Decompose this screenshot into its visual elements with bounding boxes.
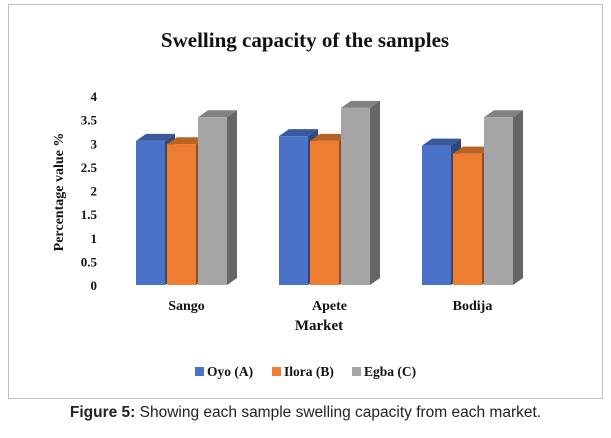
bar-top: [484, 110, 523, 118]
y-tick-label: 2: [91, 184, 98, 199]
y-tick-label: 3.5: [81, 113, 98, 128]
x-tick-label: Apete: [312, 299, 347, 314]
bar-front: [422, 145, 451, 285]
bar-top: [167, 137, 206, 145]
bar-front: [341, 107, 370, 285]
y-tick-label: 0.5: [81, 254, 98, 269]
bar-front: [198, 117, 227, 285]
bar-front: [453, 153, 482, 285]
bar: [484, 110, 523, 285]
bar-top: [310, 133, 349, 141]
bar-side: [513, 110, 523, 285]
chart-title: Swelling capacity of the samples: [161, 28, 449, 52]
legend-item: Oyo (A): [195, 364, 253, 379]
bar-side: [370, 100, 380, 285]
bar-side: [227, 110, 237, 285]
caption-label: Figure 5:: [69, 404, 136, 421]
legend-swatch: [352, 367, 361, 376]
bar-front: [136, 140, 165, 285]
bar-front: [167, 144, 196, 285]
bar-top: [279, 129, 318, 137]
y-tick-label: 0: [91, 278, 98, 293]
bar-chart: Swelling capacity of the samples 0 0.5 1 1.…: [52, 28, 523, 379]
y-tick-label: 1.5: [81, 207, 98, 222]
bar-front: [279, 136, 308, 285]
legend-item: Egba (C): [352, 364, 416, 379]
bar-top: [422, 138, 461, 146]
bar-front: [484, 117, 513, 285]
bars-group: [136, 100, 523, 285]
legend-label: Ilora (B): [284, 364, 334, 379]
legend-item: Ilora (B): [272, 364, 334, 379]
legend-label: Egba (C): [364, 364, 416, 379]
x-axis-ticks: Sango Apete Bodija: [168, 299, 492, 314]
y-tick-label: 2.5: [81, 160, 98, 175]
x-tick-label: Sango: [168, 299, 205, 314]
legend-swatch: [272, 367, 281, 376]
bar-top: [341, 100, 380, 108]
y-axis-label: Percentage value %: [52, 133, 67, 252]
legend: Oyo (A) Ilora (B) Egba (C): [195, 364, 416, 379]
y-axis-ticks: 0 0.5 1 1.5 2 2.5 3 3.5 4: [81, 89, 98, 293]
bar-top: [136, 133, 175, 141]
legend-label: Oyo (A): [207, 364, 253, 379]
bar-front: [310, 140, 339, 285]
y-tick-label: 1: [91, 231, 98, 246]
legend-swatch: [195, 367, 204, 376]
bar: [341, 100, 380, 285]
x-tick-label: Bodija: [453, 299, 493, 314]
x-axis-label: Market: [295, 318, 343, 334]
figure-caption: Figure 5: Showing each sample swelling c…: [0, 404, 611, 422]
bar: [198, 110, 237, 285]
caption-text: Showing each sample swelling capacity fr…: [135, 404, 542, 421]
bar-top: [453, 146, 492, 154]
y-tick-label: 3: [91, 136, 98, 151]
y-tick-label: 4: [91, 89, 98, 104]
bar-top: [198, 110, 237, 118]
